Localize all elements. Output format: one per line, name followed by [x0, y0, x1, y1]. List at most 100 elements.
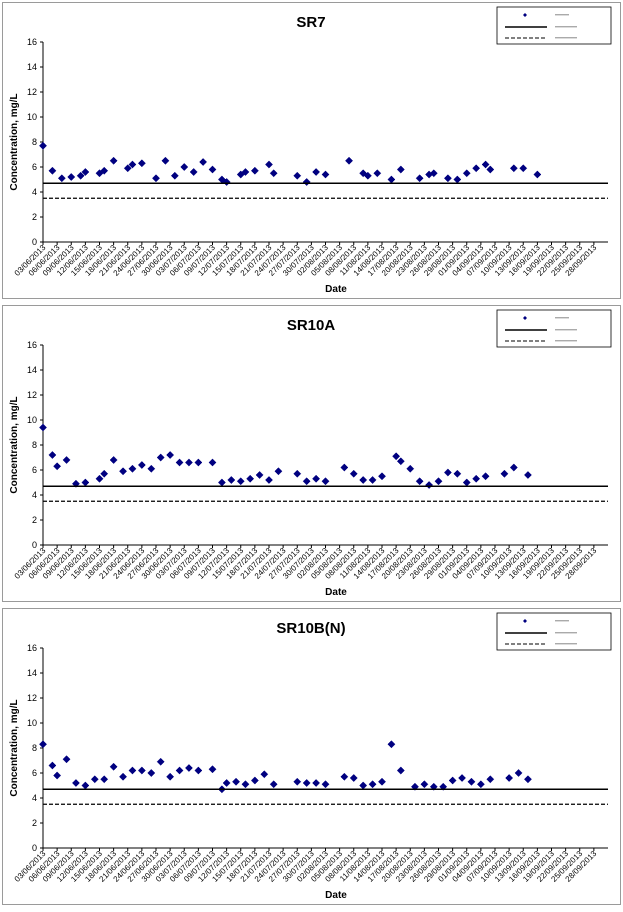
- y-tick-label: 4: [32, 793, 37, 803]
- x-axis-label: Date: [325, 587, 347, 598]
- chart-title: SR10A: [287, 317, 336, 334]
- data-point: [48, 166, 57, 175]
- data-point: [194, 458, 203, 467]
- legend-label-smudge: [555, 317, 569, 319]
- y-tick-label: 16: [27, 340, 37, 350]
- y-tick-label: 2: [32, 818, 37, 828]
- data-point: [119, 467, 127, 476]
- legend-box: [496, 309, 612, 348]
- legend-marker-diamond: [523, 13, 527, 17]
- legend-label-smudge: [555, 620, 569, 622]
- legend-label-smudge: [555, 329, 577, 331]
- data-point: [81, 478, 90, 487]
- data-point: [462, 478, 471, 487]
- data-point: [156, 757, 165, 766]
- data-point: [208, 765, 217, 774]
- legend-box: [496, 612, 612, 651]
- data-point: [76, 171, 85, 180]
- chart-title: SR10B(N): [276, 620, 345, 637]
- data-point: [509, 463, 518, 472]
- data-point: [378, 472, 386, 481]
- data-point: [48, 761, 57, 770]
- data-point: [156, 453, 165, 462]
- data-point: [119, 772, 127, 781]
- y-tick-label: 10: [27, 718, 37, 728]
- y-tick-label: 4: [32, 187, 37, 197]
- data-point: [363, 171, 372, 180]
- data-point: [100, 775, 109, 784]
- chart-panel: SR10A 0 2 4 6 8 10 12 14 16 03/06/2013 06/06/2013 09…: [2, 305, 621, 602]
- data-point: [90, 775, 99, 784]
- y-tick-label: 16: [27, 37, 37, 47]
- data-point: [486, 165, 495, 174]
- data-point: [128, 464, 137, 473]
- y-tick-label: 0: [32, 843, 37, 853]
- data-point: [217, 478, 226, 487]
- data-point: [185, 458, 193, 467]
- data-point: [152, 174, 160, 183]
- data-point: [302, 178, 311, 186]
- data-point: [345, 156, 353, 165]
- y-tick-label: 14: [27, 62, 37, 72]
- data-point: [269, 169, 278, 178]
- data-point: [302, 779, 311, 787]
- data-point: [100, 469, 109, 478]
- data-point: [462, 169, 471, 178]
- data-point: [524, 775, 532, 784]
- data-point: [128, 160, 137, 169]
- legend-label-smudge: [555, 340, 577, 342]
- data-point: [147, 769, 156, 777]
- data-point: [274, 467, 283, 476]
- y-tick-label: 10: [27, 415, 37, 425]
- data-point: [321, 477, 330, 486]
- data-point: [481, 160, 490, 169]
- y-tick-label: 4: [32, 490, 37, 500]
- data-point: [415, 477, 424, 486]
- data-point: [109, 156, 118, 165]
- data-point: [453, 175, 462, 184]
- legend-label-smudge: [555, 14, 569, 16]
- data-point: [443, 174, 452, 183]
- data-point: [265, 160, 273, 169]
- data-point: [246, 474, 255, 483]
- data-point: [486, 775, 495, 784]
- data-point: [123, 164, 132, 173]
- y-axis-label: Concentration, mg/L: [9, 396, 20, 493]
- data-point: [232, 777, 240, 786]
- data-point: [100, 166, 109, 175]
- data-point: [166, 772, 175, 781]
- data-point: [453, 469, 462, 478]
- data-point: [349, 469, 358, 478]
- x-axis-label: Date: [325, 890, 347, 901]
- chart-panel: SR7 0 2 4 6 8 10 12 14 16 03/06/2013 06/06/2013 09/0…: [2, 2, 621, 299]
- data-point: [39, 740, 47, 749]
- data-point: [312, 474, 321, 483]
- data-point: [109, 456, 118, 464]
- y-tick-label: 12: [27, 390, 37, 400]
- data-point: [321, 780, 330, 789]
- y-tick-label: 6: [32, 768, 37, 778]
- data-point: [293, 777, 302, 786]
- data-point: [359, 781, 368, 790]
- data-point: [255, 471, 264, 479]
- data-point: [175, 458, 184, 467]
- data-point: [293, 171, 302, 180]
- data-point: [95, 474, 104, 483]
- data-point: [406, 464, 415, 473]
- y-tick-label: 14: [27, 668, 37, 678]
- legend-marker-diamond: [523, 619, 527, 623]
- legend-label-smudge: [555, 37, 577, 39]
- data-point: [48, 451, 57, 459]
- data-point: [505, 774, 514, 782]
- legend-label-smudge: [555, 26, 577, 28]
- data-point: [415, 174, 424, 183]
- data-point: [429, 169, 438, 178]
- y-axis-label: Concentration, mg/L: [9, 93, 20, 190]
- data-point: [321, 170, 330, 179]
- data-point: [373, 169, 382, 178]
- data-point: [265, 476, 273, 484]
- chart-svg: SR10B(N)024681012141603/06/201306/06/201…: [9, 612, 612, 901]
- data-point: [109, 762, 118, 771]
- chart-panel: SR10B(N) 0 2 4 6 8 10 12 14 16 03/06/2013 06/06/201…: [2, 608, 621, 905]
- data-point: [458, 774, 466, 782]
